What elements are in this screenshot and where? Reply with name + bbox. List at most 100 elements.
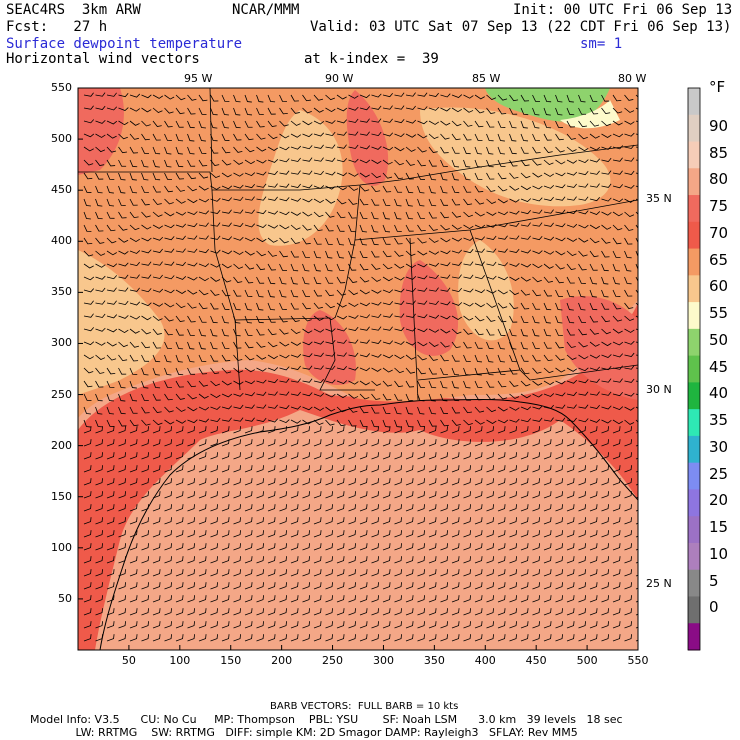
wind-barb [336, 634, 345, 642]
wind-barb [578, 315, 587, 323]
wind-barb [612, 504, 621, 512]
wind-barb [371, 263, 381, 270]
wind-barb [486, 569, 494, 577]
wind-barb [198, 595, 207, 603]
wind-barb [405, 452, 414, 460]
wind-barb [290, 491, 299, 499]
wind-barb [497, 223, 509, 228]
wind-barb [210, 209, 221, 214]
wind-barb [624, 107, 635, 113]
wind-barb [164, 146, 172, 155]
wind-barb [566, 315, 575, 324]
wind-barb [348, 380, 359, 385]
wind-barb [451, 198, 461, 206]
wind-barb [141, 354, 150, 362]
wind-barb [417, 426, 425, 434]
wind-barb [244, 504, 253, 512]
wind-barb [417, 341, 428, 347]
wind-barb [313, 132, 325, 137]
wind-barb [555, 133, 564, 141]
wind-barb [164, 236, 175, 241]
wind-barb [451, 315, 463, 321]
wind-barb [486, 289, 497, 294]
wind-barb [106, 439, 115, 447]
wind-barb [233, 328, 241, 337]
wind-barb [612, 211, 623, 217]
wind-barb [405, 504, 414, 512]
y-tick-label: 450 [51, 183, 72, 197]
wind-barb [83, 172, 93, 180]
wind-barb [233, 426, 241, 434]
wind-barb [152, 634, 161, 642]
wind-barb [578, 133, 588, 140]
wind-barb [428, 543, 437, 551]
wind-barb [279, 478, 287, 486]
wind-barb [451, 478, 460, 486]
wind-barb [497, 530, 506, 538]
wind-barb [589, 315, 599, 323]
wind-barb [624, 224, 634, 231]
wind-barb [451, 608, 460, 616]
wind-barb [175, 634, 184, 642]
wind-barb [359, 159, 371, 164]
wind-barb [221, 634, 230, 642]
wind-barb [382, 198, 391, 207]
wind-barb [302, 621, 310, 629]
wind-barb [118, 224, 128, 231]
wind-barb [417, 608, 425, 616]
wind-barb [371, 146, 382, 150]
wind-barb [221, 354, 231, 362]
wind-barb [336, 530, 345, 538]
wind-barb [624, 94, 634, 101]
wind-barb [210, 491, 218, 499]
x-tick-label: 150 [220, 654, 242, 667]
wind-barb [83, 185, 92, 193]
wind-barb [95, 380, 104, 388]
wind-barb [440, 504, 448, 512]
wind-barb [129, 419, 139, 427]
wind-barb [256, 171, 267, 176]
wind-barb [325, 452, 333, 460]
wind-barb [348, 94, 359, 99]
model-info-line2: LW: RRTMG SW: RRTMG DIFF: simple KM: 2D … [30, 726, 578, 739]
wind-barb [106, 328, 118, 333]
wind-barb [244, 328, 253, 336]
wind-barb [532, 328, 540, 337]
wind-barb [589, 478, 598, 486]
colorbar-label: 60 [709, 277, 729, 296]
wind-barb [555, 196, 566, 201]
wind-barb [256, 543, 264, 551]
colorbar-swatch [688, 409, 700, 437]
wind-barb [348, 491, 356, 499]
wind-barb [106, 172, 115, 180]
wind-barb [267, 196, 278, 201]
wind-barb [371, 353, 382, 358]
wind-barb [164, 224, 175, 229]
wind-barb [601, 170, 612, 175]
wind-barb [417, 621, 425, 629]
wind-barb [221, 465, 230, 473]
wind-barb [302, 543, 310, 551]
wind-barb [624, 157, 635, 162]
wind-barb [394, 367, 404, 374]
wind-barb [244, 276, 254, 284]
wind-barb [118, 354, 128, 362]
wind-barb [256, 530, 264, 538]
wind-barb [95, 406, 103, 415]
wind-barb [313, 556, 322, 564]
wind-barb [624, 132, 635, 137]
wind-barb [555, 328, 563, 336]
x-tick-label: 250 [322, 654, 344, 667]
wind-barb [555, 556, 563, 564]
wind-barb [394, 530, 402, 538]
colorbar-label: 10 [709, 544, 729, 563]
wind-barb [221, 159, 232, 166]
wind-barb [152, 491, 161, 499]
wind-barb [233, 94, 241, 103]
wind-barb [497, 419, 509, 424]
wind-barb [244, 94, 252, 103]
wind-barb [164, 439, 172, 447]
wind-barb [359, 314, 371, 319]
wind-barb [417, 419, 425, 427]
wind-barb [601, 289, 609, 298]
